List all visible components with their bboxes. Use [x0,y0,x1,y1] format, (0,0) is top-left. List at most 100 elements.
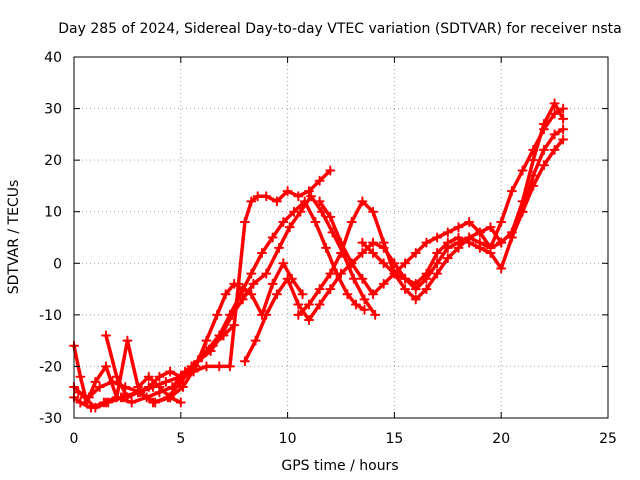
y-tick-label: -30 [39,411,62,427]
series-track [72,338,183,405]
data-point [442,253,453,264]
data-point [400,273,411,284]
data-point [410,247,421,258]
data-point [197,351,208,362]
data-point [538,124,549,135]
data-point [421,284,432,295]
data-point [246,196,257,207]
series-5 [239,98,569,367]
data-point [528,170,539,181]
data-point [177,382,188,393]
data-point [442,227,453,238]
data-point [346,258,357,269]
data-point [325,211,336,222]
chart-title: Day 285 of 2024, Sidereal Day-to-day VTE… [58,21,621,37]
y-tick-label: -20 [39,359,62,375]
data-point [506,232,517,243]
data-point [303,315,314,326]
data-point [314,299,325,310]
series-layer [69,98,569,413]
x-tick-label: 10 [279,431,297,447]
data-point [321,242,332,253]
data-point [314,175,325,186]
data-point [248,278,259,289]
data-point [229,278,240,289]
data-point [75,371,86,382]
y-tick-label: -10 [39,308,62,324]
data-point [111,371,122,382]
data-point [271,289,282,300]
data-point [528,144,539,155]
data-point [359,294,370,305]
data-point [506,186,517,197]
data-point [252,191,263,202]
data-point [357,247,368,258]
data-point [239,356,250,367]
data-point [316,206,327,217]
data-point [336,237,346,248]
data-point [368,206,379,217]
data-point [432,247,443,258]
data-point [538,144,549,155]
data-point [201,335,212,346]
y-tick-label: 10 [44,205,62,221]
data-point [250,335,261,346]
data-point [101,330,112,341]
series-8 [357,134,569,289]
data-point [229,320,240,331]
data-point [558,103,569,114]
data-point [400,284,411,295]
data-point [558,124,569,135]
data-point [143,382,154,393]
series-track [296,127,565,317]
data-point [101,361,112,372]
data-point [160,376,171,387]
data-point [207,340,218,351]
data-point [154,371,165,382]
data-point [538,160,549,171]
data-point [282,186,293,197]
series-6 [293,124,569,320]
data-point [267,232,278,243]
data-point [73,387,84,398]
data-point [496,237,507,248]
data-point [111,392,122,403]
data-point [410,278,421,289]
data-point [271,196,282,207]
data-point [143,371,154,382]
y-tick-label: 20 [44,153,62,169]
data-point [224,309,235,320]
data-point [299,196,310,207]
data-point [289,206,300,217]
data-point [297,289,308,300]
x-tick-label: 15 [385,431,403,447]
x-tick-label: 20 [492,431,510,447]
data-point [306,191,317,202]
data-point [359,304,370,315]
data-point [421,237,432,248]
ticks: 0 5 10 15 20 25 -30 -20 -10 0 10 20 30 40 [39,50,617,447]
series-track [317,106,565,296]
data-point [278,217,289,228]
data-point [464,217,475,228]
data-point [528,155,539,166]
data-point [293,191,304,202]
data-point [442,237,453,248]
data-point [474,227,485,238]
data-point [154,382,165,393]
data-point [453,242,464,253]
data-point [549,129,560,140]
x-axis-label: GPS time / hours [281,458,398,474]
data-point [212,309,223,320]
grid [74,57,608,418]
data-point [224,361,235,372]
data-point [485,222,496,233]
x-tick-label: 5 [176,431,185,447]
data-point [517,165,528,176]
data-point [368,237,379,248]
data-point [81,397,92,408]
data-point [293,299,304,310]
series-10 [101,320,240,403]
data-point [517,206,528,217]
data-point [175,371,186,382]
